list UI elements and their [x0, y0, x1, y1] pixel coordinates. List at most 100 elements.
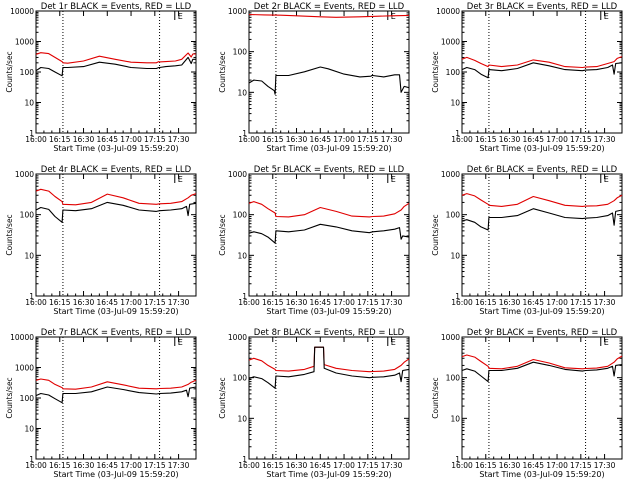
- x-tick-label: 16:30: [73, 135, 95, 144]
- y-tick-label: 1000: [441, 170, 460, 179]
- y-tick-label: 100: [233, 211, 248, 220]
- x-axis-label: Start Time (03-Jul-09 15:59:20): [266, 470, 391, 479]
- marker-letter: E: [178, 338, 183, 347]
- y-tick-label: 1000: [228, 170, 247, 179]
- x-tick-label: 17:30: [381, 298, 403, 307]
- plot-frame: [35, 173, 197, 297]
- x-tick-label: 16:15: [262, 298, 284, 307]
- x-tick-label: 17:00: [333, 135, 355, 144]
- x-tick-label: 16:30: [73, 298, 95, 307]
- x-tick-label: 16:15: [49, 298, 71, 307]
- y-axis-label: Counts/sec: [431, 377, 440, 418]
- x-tick-label: 16:00: [451, 461, 473, 470]
- plot-frame: [461, 173, 623, 297]
- x-tick-label: 16:30: [286, 461, 308, 470]
- x-tick-label: 17:30: [594, 298, 616, 307]
- y-tick-label: 10: [450, 99, 460, 108]
- y-tick-label: 100: [20, 68, 35, 77]
- y-axis-label: Counts/sec: [5, 377, 14, 418]
- y-tick-label: 1: [242, 292, 247, 301]
- x-axis-label: Start Time (03-Jul-09 15:59:20): [266, 144, 391, 153]
- x-tick-label: 16:45: [96, 135, 118, 144]
- x-tick-label: 17:00: [333, 461, 355, 470]
- x-tick-label: 17:15: [570, 298, 592, 307]
- chart-title: Det 7r BLACK = Events, RED = LLD: [41, 328, 192, 338]
- y-tick-label: 1: [29, 292, 34, 301]
- x-tick-label: 17:15: [144, 298, 166, 307]
- x-tick-label: 17:30: [594, 135, 616, 144]
- plot-frame: [461, 336, 623, 460]
- marker-letter: E: [178, 175, 183, 184]
- x-tick-label: 16:15: [475, 461, 497, 470]
- x-tick-label: 16:00: [451, 135, 473, 144]
- y-tick-label: 1000: [228, 7, 247, 16]
- marker-letter: E: [391, 338, 396, 347]
- x-tick-label: 16:45: [309, 461, 331, 470]
- series-line-lld: [461, 56, 623, 69]
- x-tick-label: 17:30: [594, 461, 616, 470]
- chart-title: Det 2r BLACK = Events, RED = LLD: [254, 2, 405, 12]
- chart-title: Det 1r BLACK = Events, RED = LLD: [41, 2, 192, 12]
- x-axis-label: Start Time (03-Jul-09 15:59:20): [479, 307, 604, 316]
- x-tick-label: 16:30: [73, 461, 95, 470]
- chart-title: Det 8r BLACK = Events, RED = LLD: [254, 328, 405, 338]
- series-line-lld: [248, 201, 410, 218]
- marker-letter: E: [604, 175, 609, 184]
- x-tick-label: 17:15: [144, 135, 166, 144]
- y-axis-label: Counts/sec: [218, 51, 227, 92]
- x-tick-label: 17:00: [333, 298, 355, 307]
- series-line-lld: [248, 346, 410, 373]
- plot-frame: [248, 10, 410, 134]
- series-line-lld: [35, 188, 197, 206]
- marker-letter: E: [391, 175, 396, 184]
- x-axis-label: Start Time (03-Jul-09 15:59:20): [479, 144, 604, 153]
- x-tick-label: 17:15: [357, 461, 379, 470]
- x-tick-label: 16:30: [286, 135, 308, 144]
- x-tick-label: 17:00: [546, 461, 568, 470]
- y-tick-label: 1: [242, 129, 247, 138]
- x-tick-label: 16:00: [25, 135, 47, 144]
- y-tick-label: 10: [450, 414, 460, 423]
- y-axis-label: Counts/sec: [5, 214, 14, 255]
- y-tick-label: 100: [20, 394, 35, 403]
- x-tick-label: 16:45: [309, 135, 331, 144]
- x-tick-label: 17:30: [381, 135, 403, 144]
- x-tick-label: 17:30: [168, 461, 190, 470]
- x-tick-label: 17:00: [546, 135, 568, 144]
- y-tick-label: 100: [446, 211, 461, 220]
- series-line-lld: [35, 52, 196, 64]
- y-tick-label: 100: [20, 211, 35, 220]
- series-line-lld: [248, 13, 410, 18]
- y-tick-label: 1000: [228, 333, 247, 342]
- x-tick-label: 16:15: [475, 298, 497, 307]
- series-line-events: [461, 361, 623, 383]
- x-tick-label: 16:15: [475, 135, 497, 144]
- y-tick-label: 1000: [15, 38, 34, 47]
- y-tick-label: 1000: [15, 364, 34, 373]
- y-tick-label: 100: [233, 48, 248, 57]
- x-tick-label: 16:45: [522, 135, 544, 144]
- plot-frame: [248, 173, 410, 297]
- marker-letter: E: [178, 12, 183, 21]
- x-tick-label: 16:00: [238, 298, 260, 307]
- plot-frame: [248, 336, 410, 460]
- x-tick-label: 16:15: [262, 135, 284, 144]
- y-tick-label: 1: [29, 129, 34, 138]
- y-tick-label: 10: [237, 251, 247, 260]
- y-axis-label: Counts/sec: [218, 214, 227, 255]
- x-tick-label: 17:15: [144, 461, 166, 470]
- y-tick-label: 100: [446, 374, 461, 383]
- x-tick-label: 16:45: [522, 298, 544, 307]
- y-tick-label: 10000: [10, 7, 34, 16]
- plot-frame: [35, 336, 197, 460]
- y-tick-label: 10: [237, 88, 247, 97]
- series-line-events: [248, 66, 410, 95]
- x-tick-label: 16:15: [49, 461, 71, 470]
- chart-title: Det 4r BLACK = Events, RED = LLD: [41, 165, 192, 175]
- x-tick-label: 17:30: [381, 461, 403, 470]
